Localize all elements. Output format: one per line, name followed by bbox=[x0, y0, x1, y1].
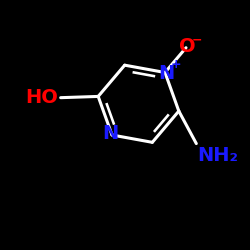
Text: O: O bbox=[179, 37, 196, 56]
Text: N: N bbox=[103, 124, 119, 143]
Text: NH₂: NH₂ bbox=[198, 146, 238, 165]
Text: HO: HO bbox=[25, 88, 58, 107]
Text: −: − bbox=[192, 34, 202, 47]
Text: N: N bbox=[158, 64, 174, 83]
Text: +: + bbox=[170, 58, 181, 71]
